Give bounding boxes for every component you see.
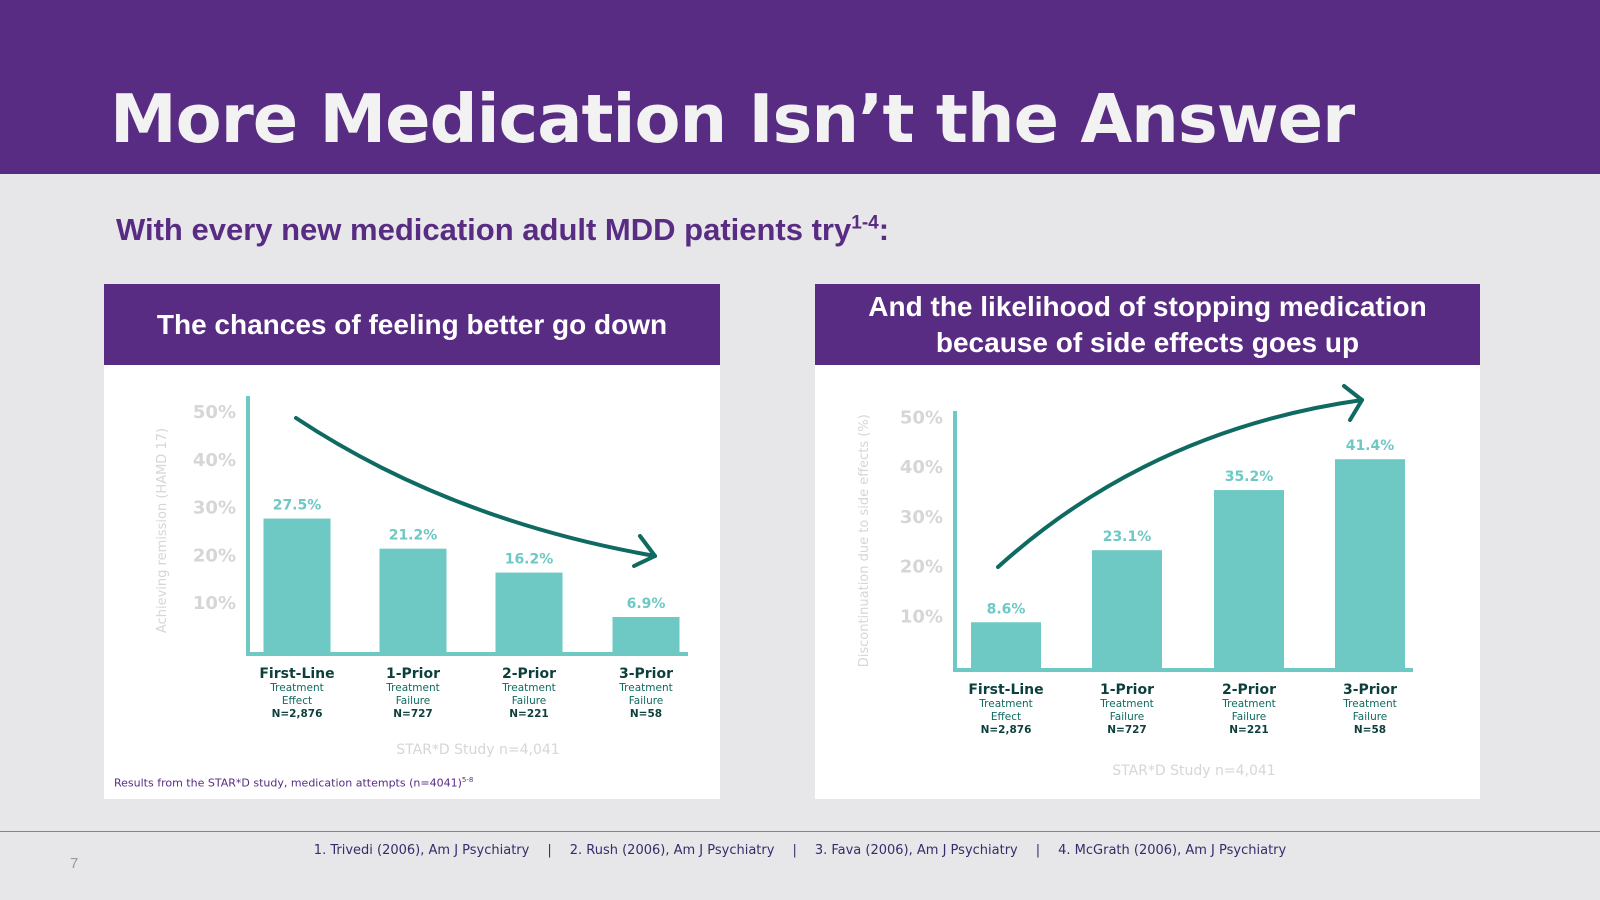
trend-arrow bbox=[996, 398, 1364, 569]
bar bbox=[1214, 490, 1284, 670]
category-title: 3-Prior bbox=[619, 666, 673, 682]
separator: | bbox=[1035, 843, 1041, 858]
data-label: 16.2% bbox=[505, 552, 554, 568]
footer-divider bbox=[0, 831, 1600, 832]
category-line: Effect bbox=[991, 711, 1021, 723]
category-n: N=58 bbox=[1354, 724, 1386, 736]
right-panel: And the likelihood of stopping medicatio… bbox=[815, 284, 1480, 799]
category-line: Failure bbox=[1353, 711, 1388, 723]
category-line: Treatment bbox=[618, 682, 672, 694]
title-bar bbox=[0, 0, 1600, 174]
y-axis-label: Discontinuation due to side effects (%) bbox=[857, 414, 872, 667]
reference-2: 2. Rush (2006), Am J Psychiatry bbox=[569, 843, 775, 858]
reference-1: 1. Trivedi (2006), Am J Psychiatry bbox=[313, 843, 530, 858]
category-line: Failure bbox=[396, 695, 431, 707]
y-tick-label: 20% bbox=[193, 545, 236, 566]
category-title: 1-Prior bbox=[386, 666, 440, 682]
data-label: 35.2% bbox=[1225, 469, 1274, 485]
bar bbox=[263, 518, 331, 654]
category-n: N=727 bbox=[1107, 724, 1147, 736]
category-line: Effect bbox=[282, 695, 312, 707]
right-panel-heading: And the likelihood of stopping medicatio… bbox=[815, 284, 1480, 365]
left-panel: The chances of feeling better go down bbox=[104, 284, 720, 799]
data-label: 21.2% bbox=[389, 528, 438, 544]
bar bbox=[495, 572, 563, 654]
note-text: Results from the STAR*D study, medicatio… bbox=[114, 776, 462, 790]
category-n: N=2,876 bbox=[981, 724, 1032, 736]
category-n: N=58 bbox=[630, 708, 662, 720]
left-panel-note: Results from the STAR*D study, medicatio… bbox=[114, 776, 473, 790]
subtitle-suffix: : bbox=[878, 212, 890, 247]
category-title: 2-Prior bbox=[1222, 682, 1276, 698]
subtitle-text: With every new medication adult MDD pati… bbox=[116, 212, 852, 247]
data-label: 27.5% bbox=[273, 498, 322, 514]
subtitle-citation: 1-4 bbox=[851, 212, 879, 234]
category-line: Failure bbox=[1110, 711, 1145, 723]
y-tick-label: 20% bbox=[900, 557, 943, 578]
category-line: Treatment bbox=[1221, 698, 1275, 710]
y-axis-label: Achieving remission (HAMD 17) bbox=[155, 428, 170, 633]
y-tick-label: 50% bbox=[900, 408, 943, 429]
note-citation: 5-8 bbox=[461, 776, 474, 784]
data-label: 23.1% bbox=[1103, 529, 1152, 545]
reference-3: 3. Fava (2006), Am J Psychiatry bbox=[814, 843, 1018, 858]
separator: | bbox=[547, 843, 552, 858]
y-tick-label: 50% bbox=[193, 402, 236, 423]
bar bbox=[612, 617, 680, 654]
category-line: Treatment bbox=[501, 682, 555, 694]
category-title: First-Line bbox=[259, 666, 334, 682]
subtitle: With every new medication adult MDD pati… bbox=[116, 212, 889, 248]
trend-arrow bbox=[294, 416, 657, 558]
references: 1. Trivedi (2006), Am J Psychiatry | 2. Ru… bbox=[0, 843, 1600, 858]
category-line: Failure bbox=[512, 695, 547, 707]
arrow-head-icon bbox=[632, 534, 657, 568]
category-title: First-Line bbox=[968, 682, 1043, 698]
category-line: Treatment bbox=[978, 698, 1032, 710]
data-label: 8.6% bbox=[987, 601, 1026, 617]
chart-caption: STAR*D Study n=4,041 bbox=[1112, 763, 1275, 779]
bar bbox=[1335, 459, 1405, 670]
arrow-head-icon bbox=[1342, 384, 1364, 422]
y-tick-label: 10% bbox=[900, 606, 943, 627]
category-n: N=221 bbox=[509, 708, 549, 720]
category-line: Treatment bbox=[269, 682, 323, 694]
data-label: 41.4% bbox=[1346, 438, 1395, 454]
category-line: Failure bbox=[629, 695, 664, 707]
separator: | bbox=[792, 843, 797, 858]
y-tick-label: 40% bbox=[900, 457, 943, 478]
category-title: 3-Prior bbox=[1343, 682, 1397, 698]
category-n: N=221 bbox=[1229, 724, 1269, 736]
reference-4: 4. McGrath (2006), Am J Psychiatry bbox=[1058, 843, 1287, 858]
y-tick-label: 40% bbox=[193, 450, 236, 471]
y-tick-label: 30% bbox=[193, 498, 236, 519]
category-line: Treatment bbox=[1099, 698, 1153, 710]
page-number: 7 bbox=[70, 855, 79, 872]
slide-title: More Medication Isn’t the Answer bbox=[110, 80, 1355, 158]
category-line: Treatment bbox=[385, 682, 439, 694]
category-line: Failure bbox=[1232, 711, 1267, 723]
category-title: 1-Prior bbox=[1100, 682, 1154, 698]
category-title: 2-Prior bbox=[502, 666, 556, 682]
y-tick-label: 10% bbox=[193, 593, 236, 614]
category-n: N=2,876 bbox=[272, 708, 323, 720]
category-line: Treatment bbox=[1342, 698, 1396, 710]
bar bbox=[379, 548, 447, 654]
y-tick-label: 30% bbox=[900, 507, 943, 528]
chart-caption: STAR*D Study n=4,041 bbox=[396, 742, 559, 758]
data-label: 6.9% bbox=[627, 596, 666, 612]
category-n: N=727 bbox=[393, 708, 433, 720]
bar bbox=[1092, 550, 1162, 670]
bar bbox=[971, 622, 1041, 670]
left-panel-heading: The chances of feeling better go down bbox=[104, 284, 720, 365]
